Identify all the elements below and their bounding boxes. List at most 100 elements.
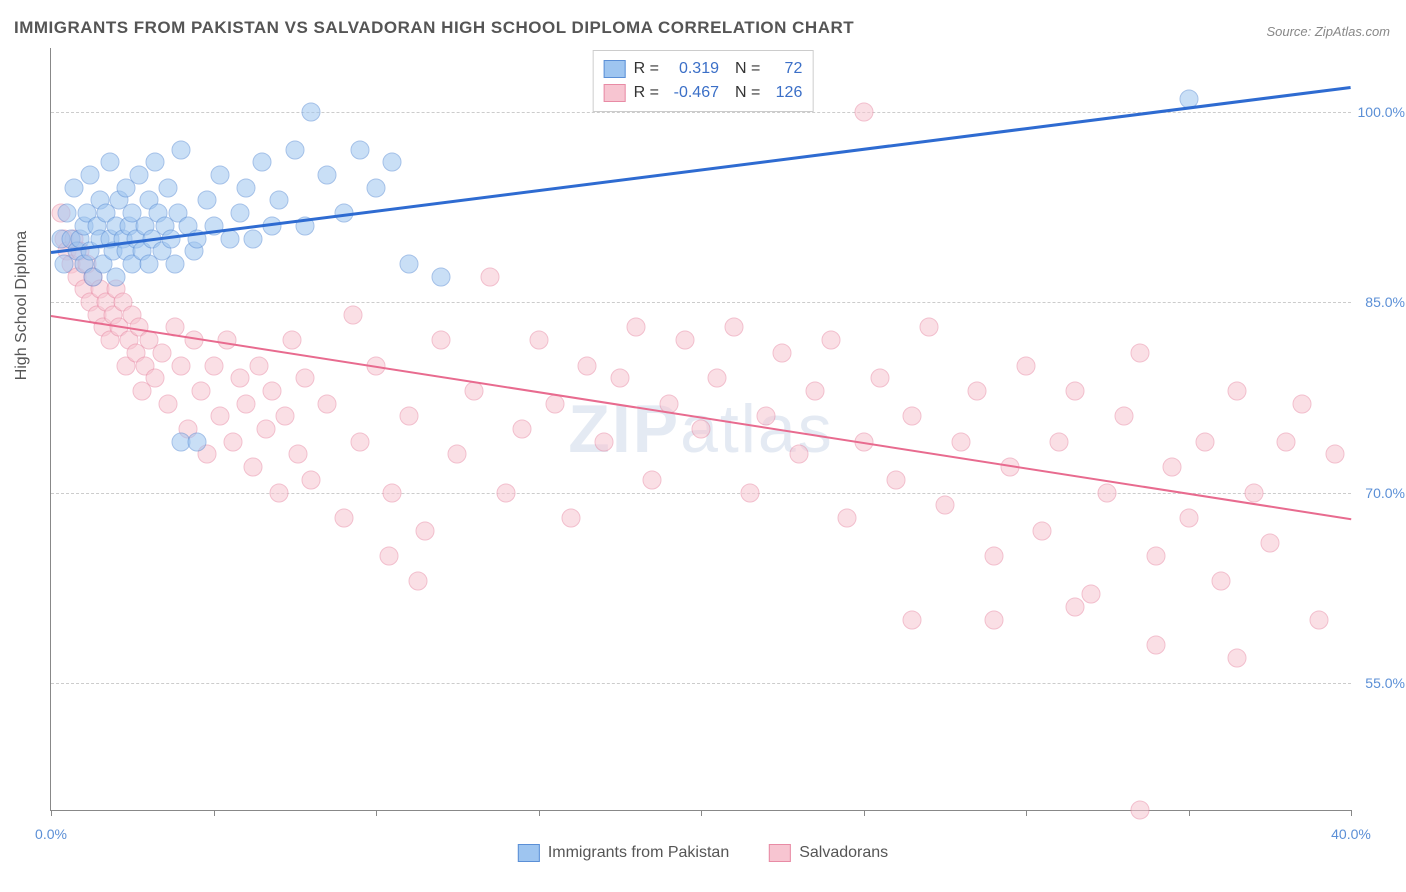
data-point xyxy=(58,204,77,223)
data-point xyxy=(903,610,922,629)
data-point xyxy=(984,547,1003,566)
data-point xyxy=(224,432,243,451)
data-point xyxy=(529,331,548,350)
data-point xyxy=(217,331,236,350)
data-point xyxy=(1179,508,1198,527)
bottom-legend-item: Salvadorans xyxy=(769,844,888,862)
legend-swatch xyxy=(604,84,626,102)
data-point xyxy=(81,166,100,185)
data-point xyxy=(935,496,954,515)
stats-legend-row: R =0.319N =72 xyxy=(604,57,803,81)
x-tick-mark xyxy=(214,810,215,816)
data-point xyxy=(253,153,272,172)
data-point xyxy=(399,254,418,273)
data-point xyxy=(1049,432,1068,451)
data-point xyxy=(724,318,743,337)
data-point xyxy=(237,178,256,197)
x-tick-label: 40.0% xyxy=(1331,826,1371,842)
stats-legend-row: R =-0.467N =126 xyxy=(604,81,803,105)
data-point xyxy=(497,483,516,502)
r-label: R = xyxy=(634,57,659,81)
data-point xyxy=(318,394,337,413)
data-point xyxy=(211,407,230,426)
data-point xyxy=(302,102,321,121)
data-point xyxy=(1065,381,1084,400)
data-point xyxy=(285,140,304,159)
n-value: 72 xyxy=(768,57,802,81)
data-point xyxy=(243,229,262,248)
data-point xyxy=(318,166,337,185)
data-point xyxy=(887,470,906,489)
data-point xyxy=(172,140,191,159)
legend-label: Salvadorans xyxy=(799,844,888,862)
data-point xyxy=(1309,610,1328,629)
data-point xyxy=(1228,648,1247,667)
data-point xyxy=(399,407,418,426)
data-point xyxy=(152,343,171,362)
data-point xyxy=(578,356,597,375)
data-point xyxy=(367,178,386,197)
data-point xyxy=(188,432,207,451)
data-point xyxy=(159,178,178,197)
data-point xyxy=(269,483,288,502)
data-point xyxy=(282,331,301,350)
data-point xyxy=(256,420,275,439)
x-tick-mark xyxy=(376,810,377,816)
data-point xyxy=(1017,356,1036,375)
stats-legend: R =0.319N =72R =-0.467N =126 xyxy=(593,50,814,112)
data-point xyxy=(191,381,210,400)
x-tick-label: 0.0% xyxy=(35,826,67,842)
data-point xyxy=(870,369,889,388)
data-point xyxy=(1065,597,1084,616)
data-point xyxy=(380,547,399,566)
bottom-legend-item: Immigrants from Pakistan xyxy=(518,844,729,862)
x-tick-mark xyxy=(51,810,52,816)
n-value: 126 xyxy=(768,81,802,105)
legend-swatch xyxy=(769,844,791,862)
data-point xyxy=(250,356,269,375)
data-point xyxy=(172,356,191,375)
data-point xyxy=(805,381,824,400)
data-point xyxy=(302,470,321,489)
x-tick-mark xyxy=(1351,810,1352,816)
data-point xyxy=(1195,432,1214,451)
data-point xyxy=(159,394,178,413)
legend-swatch xyxy=(518,844,540,862)
data-point xyxy=(432,267,451,286)
source-label: Source: ZipAtlas.com xyxy=(1266,24,1390,39)
data-point xyxy=(448,445,467,464)
bottom-legend: Immigrants from Pakistan Salvadorans xyxy=(518,844,888,862)
legend-label: Immigrants from Pakistan xyxy=(548,844,729,862)
data-point xyxy=(627,318,646,337)
plot-area: ZIPatlas 55.0%70.0%85.0%100.0%0.0%40.0% xyxy=(50,48,1351,811)
data-point xyxy=(100,153,119,172)
data-point xyxy=(230,369,249,388)
data-point xyxy=(562,508,581,527)
legend-swatch xyxy=(604,60,626,78)
data-point xyxy=(198,191,217,210)
data-point xyxy=(230,204,249,223)
gridline xyxy=(51,302,1351,303)
data-point xyxy=(289,445,308,464)
data-point xyxy=(129,166,148,185)
data-point xyxy=(708,369,727,388)
data-point xyxy=(1260,534,1279,553)
data-point xyxy=(211,166,230,185)
data-point xyxy=(295,369,314,388)
data-point xyxy=(984,610,1003,629)
data-point xyxy=(854,102,873,121)
data-point xyxy=(1114,407,1133,426)
data-point xyxy=(594,432,613,451)
y-axis-label: High School Diploma xyxy=(13,231,31,380)
x-tick-mark xyxy=(539,810,540,816)
data-point xyxy=(204,356,223,375)
data-point xyxy=(1163,458,1182,477)
chart-title: IMMIGRANTS FROM PAKISTAN VS SALVADORAN H… xyxy=(14,18,854,38)
gridline xyxy=(51,493,1351,494)
y-tick-label: 85.0% xyxy=(1365,294,1405,310)
data-point xyxy=(415,521,434,540)
data-point xyxy=(789,445,808,464)
data-point xyxy=(610,369,629,388)
data-point xyxy=(1277,432,1296,451)
y-tick-label: 55.0% xyxy=(1365,675,1405,691)
